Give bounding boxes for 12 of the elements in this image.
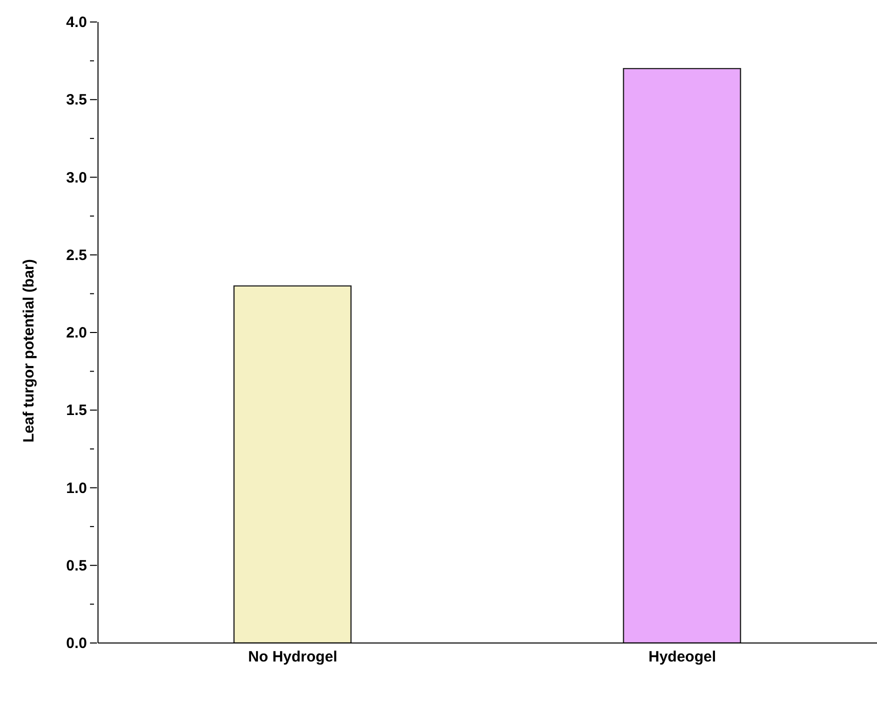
y-tick-label: 2.0 — [66, 324, 87, 342]
y-tick-label: 2.5 — [66, 246, 87, 264]
y-tick-label: 1.5 — [66, 402, 87, 420]
x-tick-label: Hydeogel — [648, 648, 716, 666]
x-tick-label: No Hydrogel — [248, 648, 338, 666]
y-tick-label: 0.0 — [66, 635, 87, 652]
y-tick-label: 4.0 — [66, 14, 87, 31]
y-tick-label: 3.0 — [66, 169, 87, 186]
y-tick-label: 3.5 — [66, 92, 87, 109]
y-tick-label: 0.5 — [66, 557, 87, 574]
y-axis-title: Leaf turgor potential (bar) — [20, 259, 38, 442]
y-tick-label: 1.0 — [66, 480, 87, 497]
